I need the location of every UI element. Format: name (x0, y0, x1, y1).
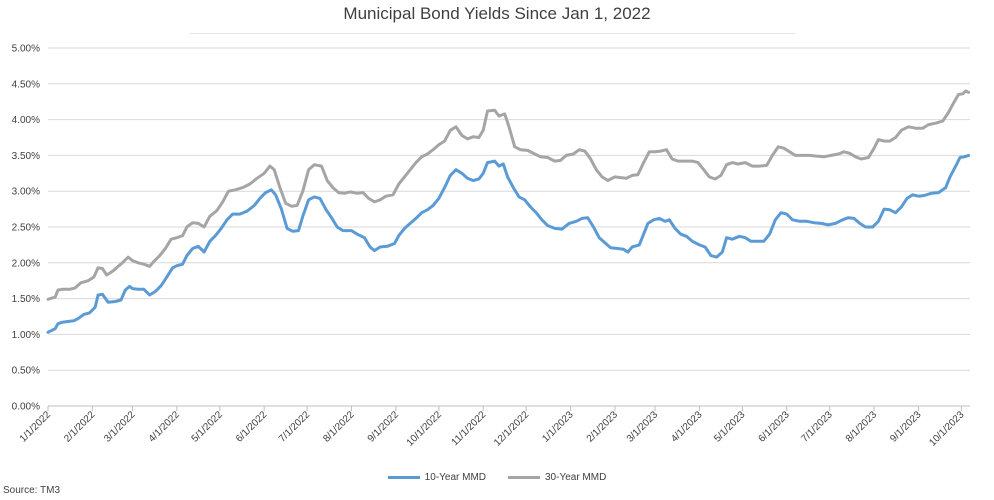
series-line-30-year (46, 89, 971, 301)
y-tick-label: 0.50% (12, 366, 40, 377)
y-axis-tick-labels: 0.00% 0.50% 1.00% 1.50% 2.00% 2.50% 3.00% 3.50%… (12, 44, 40, 413)
x-tick-label: 10/1/2022 (405, 409, 445, 449)
x-tick-label: 8/1/2023 (844, 409, 880, 445)
x-tick-label: 7/1/2022 (277, 409, 313, 445)
x-tick-label: 12/1/2022 (492, 409, 532, 449)
y-tick-label: 2.00% (12, 258, 40, 269)
source-note: Source: TM3 (3, 485, 61, 496)
chart-title: Municipal Bond Yields Since Jan 1, 2022 (343, 4, 651, 23)
gridlines (48, 47, 970, 371)
y-tick-label: 0.00% (12, 402, 40, 413)
x-tick-label: 6/1/2023 (757, 409, 793, 445)
line-chart: 0.00% 0.50% 1.00% 1.50% 2.00% 2.50% 3.00% 3.50%… (12, 44, 971, 449)
y-tick-label: 1.00% (12, 330, 40, 341)
title-divider (190, 33, 795, 34)
y-tick-label: 4.00% (12, 115, 40, 126)
legend-item-10-year: 10-Year MMD (387, 472, 486, 483)
x-tick-label: 2/1/2022 (62, 409, 98, 445)
x-tick-label: 6/1/2022 (234, 409, 270, 445)
legend: 10-Year MMD 30-Year MMD (0, 472, 994, 483)
x-tick-label: 1/1/2022 (18, 409, 54, 445)
x-tick-label: 11/1/2022 (450, 409, 489, 448)
series-line-10-year (46, 153, 971, 334)
legend-item-30-year: 30-Year MMD (508, 472, 606, 483)
x-tick-label: 9/1/2023 (888, 409, 924, 445)
y-tick-label: 3.50% (12, 151, 40, 162)
x-tick-label: 9/1/2022 (366, 409, 402, 445)
y-tick-label: 3.00% (12, 187, 40, 198)
y-tick-label: 5.00% (12, 44, 40, 55)
x-tick-label: 4/1/2022 (147, 409, 183, 445)
x-tick-label: 1/1/2023 (540, 409, 576, 445)
axes (47, 405, 970, 411)
x-tick-label: 2/1/2023 (585, 409, 621, 445)
y-tick-label: 2.50% (12, 223, 40, 234)
legend-swatch-10-year (387, 476, 420, 479)
x-tick-label: 5/1/2022 (190, 409, 226, 445)
x-tick-label: 3/1/2022 (102, 409, 138, 445)
x-tick-label: 3/1/2023 (625, 409, 661, 445)
y-tick-label: 4.50% (12, 79, 40, 90)
x-axis-tick-labels: 1/1/2022 2/1/2022 3/1/2022 4/1/2022 5/1/2022… (18, 409, 967, 449)
x-tick-label: 5/1/2023 (712, 409, 748, 445)
x-tick-label: 4/1/2023 (669, 409, 705, 445)
y-tick-label: 1.50% (12, 294, 40, 305)
x-tick-label: 7/1/2023 (800, 409, 836, 445)
x-tick-label: 8/1/2022 (321, 409, 357, 445)
legend-swatch-30-year (508, 476, 540, 479)
legend-label-10-year: 10-Year MMD (424, 472, 486, 483)
legend-label-30-year: 30-Year MMD (545, 472, 607, 483)
series-lines (46, 89, 971, 334)
x-tick-label: 10/1/2023 (927, 409, 967, 449)
